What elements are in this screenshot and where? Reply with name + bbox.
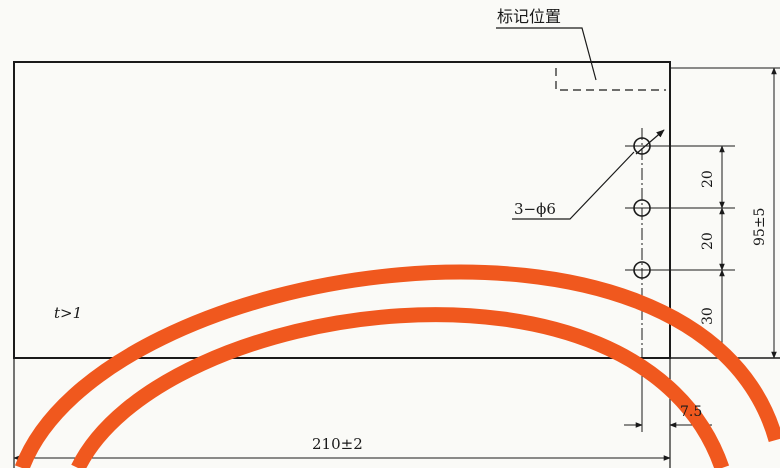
- dim-95-label: 95±5: [752, 208, 768, 246]
- orange-arc-inner: [71, 307, 730, 468]
- orange-arc-outer: [14, 264, 780, 468]
- hole-3: [633, 261, 651, 279]
- card-outline: [13, 61, 671, 359]
- thickness-label: t>1: [54, 304, 82, 322]
- mark-position-leader: [496, 27, 597, 81]
- mark-position-box: [555, 68, 666, 91]
- dim-210-label: 210±2: [312, 435, 363, 453]
- dim-20a-label: 20: [700, 170, 716, 188]
- hole-2: [633, 199, 651, 217]
- dim-20b-label: 20: [700, 232, 716, 250]
- dim-7-5-label: 7.5: [680, 404, 702, 420]
- holes-leader: [512, 151, 635, 220]
- hole-diameter-arrow: [635, 129, 665, 155]
- dim-30-label: 30: [700, 307, 716, 325]
- mark-position-label: 标记位置: [497, 7, 561, 26]
- holes-label: 3−ϕ6: [514, 200, 556, 218]
- hole-1: [633, 137, 651, 155]
